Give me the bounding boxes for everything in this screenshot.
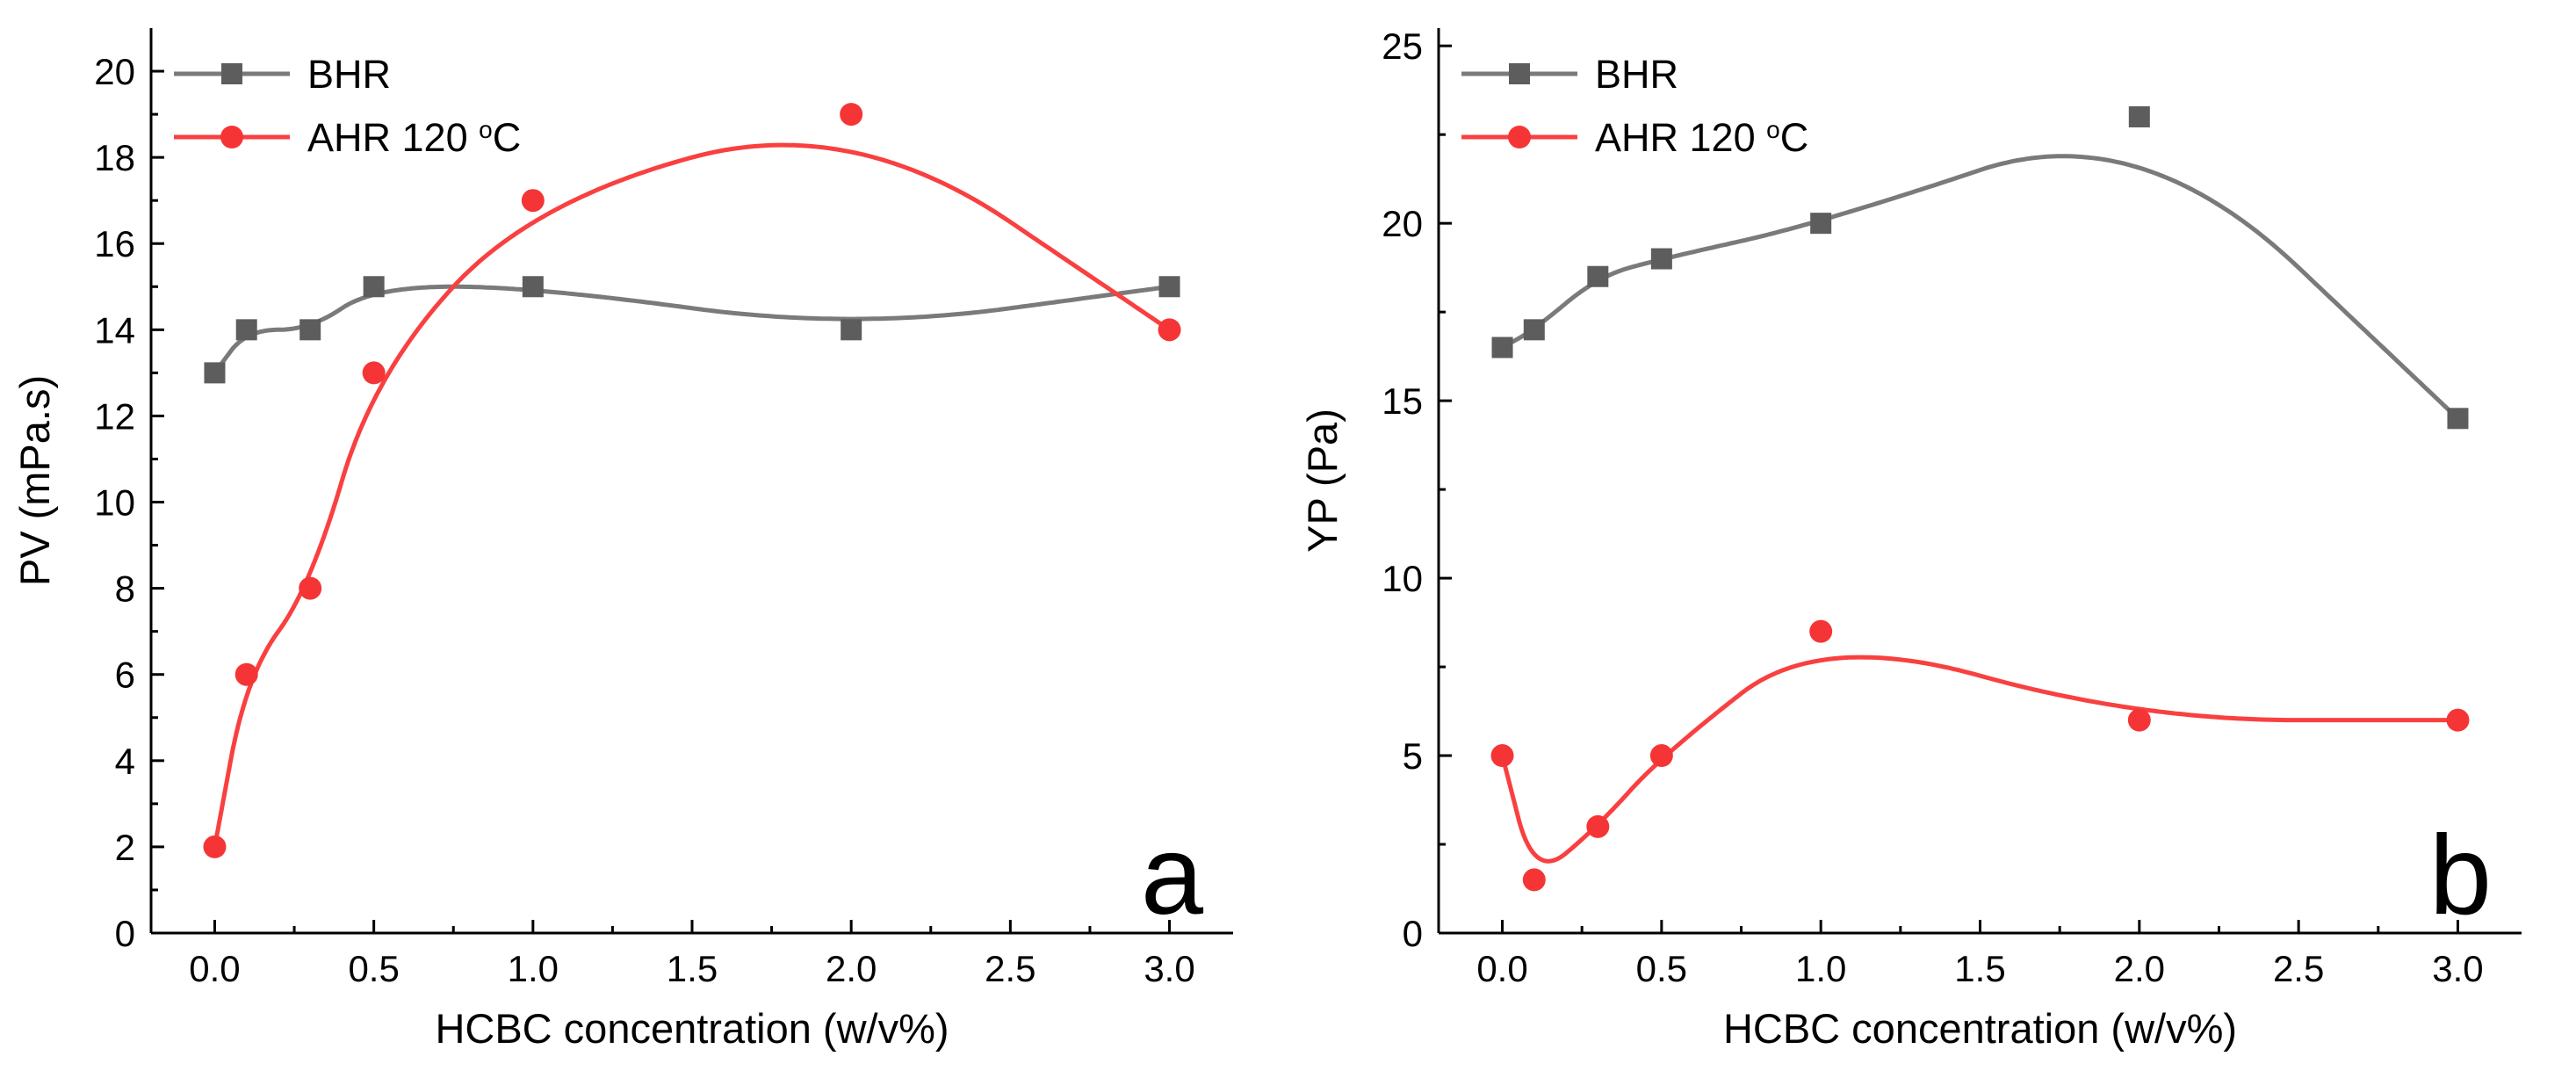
- legend-label: AHR 120 oC: [1595, 115, 1808, 160]
- square-data-point-marker: [841, 319, 862, 341]
- series-line: [213, 284, 1172, 375]
- square-data-point-marker: [204, 362, 226, 384]
- panel-label: b: [2429, 813, 2492, 938]
- x-tick-label: 1.5: [1954, 948, 2005, 989]
- legend-label: BHR: [307, 52, 391, 97]
- square-data-point-marker: [1158, 276, 1180, 298]
- series-line: [1500, 655, 2460, 864]
- series-ahr-120-c: [203, 103, 1181, 858]
- square-data-point-marker: [2128, 105, 2150, 127]
- circle-data-point-marker: [203, 835, 227, 858]
- legend-label: BHR: [1595, 52, 1678, 97]
- y-tick-label: 2: [115, 827, 135, 868]
- y-tick-label: 20: [94, 51, 135, 92]
- y-tick-label: 8: [115, 568, 135, 610]
- x-tick-label: 1.0: [1795, 948, 1846, 989]
- x-tick-label: 0.0: [189, 948, 240, 989]
- square-data-point-marker: [1523, 319, 1545, 341]
- x-tick-label: 0.5: [1636, 948, 1687, 989]
- circle-data-point-marker: [2446, 708, 2470, 732]
- chart-panel-b: 0.0 0.5 1.0 1.5 2.0 2.5 3.0 0 5 10 15 20 25 HCBC conc…: [1288, 0, 2576, 1078]
- legend-label: AHR 120 oC: [307, 115, 521, 160]
- x-axis: 0.0 0.5 1.0 1.5 2.0 2.5 3.0: [1439, 920, 2522, 989]
- y-axis: 0 5 10 15 20 25: [1382, 25, 1452, 954]
- chart-a-svg: 0.0 0.5 1.0 1.5 2.0 2.5 3.0 0 2 4 6 8 10 12 14 16 18 20 HC…: [0, 0, 1288, 1078]
- square-data-point-marker: [235, 319, 257, 341]
- square-data-point-marker: [1587, 265, 1609, 287]
- square-data-point-marker: [363, 276, 385, 298]
- legend: BHR AHR 120 oC: [174, 52, 521, 160]
- y-axis-label: PV (mPa.s): [11, 375, 58, 586]
- x-tick-label: 1.0: [508, 948, 559, 989]
- x-tick-label: 3.0: [1144, 948, 1194, 989]
- y-tick-label: 0: [1403, 913, 1423, 954]
- square-data-point-marker: [221, 63, 242, 84]
- circle-data-point-marker: [1522, 868, 1546, 892]
- y-tick-label: 10: [1382, 558, 1423, 599]
- square-data-point-marker: [2447, 408, 2469, 430]
- y-tick-label: 18: [94, 137, 135, 178]
- x-tick-label: 2.0: [2114, 948, 2165, 989]
- legend-entry: BHR: [174, 52, 391, 97]
- circle-data-point-marker: [1809, 619, 1833, 643]
- circle-data-point-marker: [1158, 318, 1181, 342]
- y-axis: 0 2 4 6 8 10 12 14 16 18 20: [94, 28, 164, 954]
- x-tick-label: 1.5: [667, 948, 718, 989]
- chart-panel-a: 0.0 0.5 1.0 1.5 2.0 2.5 3.0 0 2 4 6 8 10 12 14 16 18 20 HC…: [0, 0, 1288, 1078]
- x-axis-label: HCBC concentration (w/v%): [435, 1005, 949, 1052]
- square-data-point-marker: [1491, 336, 1513, 358]
- plot-background: [1288, 0, 2576, 1078]
- x-tick-label: 3.0: [2432, 948, 2483, 989]
- circle-data-point-marker: [1490, 744, 1514, 768]
- square-data-point-marker: [1810, 213, 1832, 235]
- plot-background: [0, 0, 1288, 1078]
- y-tick-label: 14: [94, 309, 135, 351]
- x-axis: 0.0 0.5 1.0 1.5 2.0 2.5 3.0: [151, 920, 1233, 989]
- circle-data-point-marker: [235, 662, 258, 686]
- x-axis-label: HCBC concentration (w/v%): [1723, 1005, 2237, 1052]
- y-tick-label: 4: [115, 741, 135, 782]
- circle-data-point-marker: [521, 189, 545, 213]
- circle-data-point-marker: [1649, 744, 1673, 768]
- y-tick-label: 6: [115, 655, 135, 696]
- y-tick-label: 5: [1403, 735, 1423, 777]
- square-data-point-marker: [1650, 248, 1672, 270]
- y-tick-label: 0: [115, 913, 135, 954]
- square-data-point-marker: [522, 276, 544, 298]
- circle-data-point-marker: [1508, 126, 1531, 148]
- chart-b-svg: 0.0 0.5 1.0 1.5 2.0 2.5 3.0 0 5 10 15 20 25 HCBC conc…: [1288, 0, 2576, 1078]
- series-line: [213, 142, 1172, 850]
- circle-data-point-marker: [1586, 814, 1610, 838]
- x-tick-label: 2.5: [2273, 948, 2324, 989]
- series-bhr: [204, 276, 1180, 384]
- y-tick-label: 12: [94, 395, 135, 437]
- y-tick-label: 25: [1382, 25, 1423, 67]
- legend-entry: AHR 120 oC: [174, 115, 521, 160]
- y-tick-label: 16: [94, 223, 135, 264]
- x-tick-label: 0.0: [1476, 948, 1527, 989]
- y-tick-label: 20: [1382, 203, 1423, 244]
- square-data-point-marker: [1509, 63, 1530, 84]
- legend-entry: AHR 120 oC: [1461, 115, 1808, 160]
- circle-data-point-marker: [299, 576, 322, 600]
- series-bhr: [1491, 105, 2469, 430]
- square-data-point-marker: [299, 319, 321, 341]
- legend-entry: BHR: [1461, 52, 1678, 97]
- x-tick-label: 2.0: [826, 948, 877, 989]
- x-tick-label: 2.5: [985, 948, 1035, 989]
- legend: BHR AHR 120 oC: [1461, 52, 1808, 160]
- circle-data-point-marker: [220, 126, 243, 148]
- panel-label: a: [1141, 813, 1204, 938]
- circle-data-point-marker: [362, 361, 386, 385]
- series-ahr-120-c: [1490, 619, 2470, 892]
- y-tick-label: 15: [1382, 380, 1423, 422]
- circle-data-point-marker: [2127, 708, 2151, 732]
- circle-data-point-marker: [840, 103, 863, 127]
- y-tick-label: 10: [94, 482, 135, 524]
- y-axis-label: YP (Pa): [1299, 409, 1346, 553]
- x-tick-label: 0.5: [348, 948, 399, 989]
